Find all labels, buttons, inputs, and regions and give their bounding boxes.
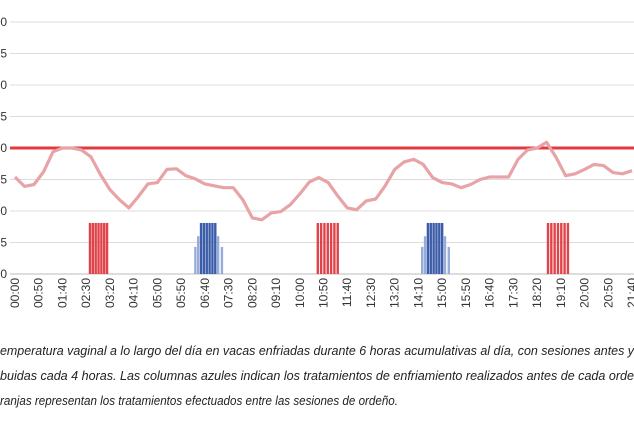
treatment-bar [211, 222, 214, 274]
x-tick-label: 10:00 [293, 278, 307, 308]
y-tick-label: 41,0 [0, 15, 7, 29]
treatment-bar [208, 222, 211, 274]
treatment-bar [550, 222, 553, 274]
x-tick-label: 20:00 [578, 278, 592, 308]
treatment-bar [202, 222, 206, 274]
treatment-bar [421, 246, 424, 274]
x-tick-label: 13:20 [388, 278, 402, 308]
x-tick-label: 00:50 [32, 278, 46, 308]
x-tick-label: 09:10 [269, 278, 283, 308]
x-tick-label: 04:10 [127, 278, 141, 308]
caption-line: ranjas representan los tratamientos efec… [0, 393, 398, 408]
x-tick-label: 07:30 [222, 278, 236, 308]
x-tick-label: 19:10 [554, 278, 568, 308]
caption-line: emperatura vaginal a lo largo del día en… [0, 343, 634, 358]
treatment-bar [199, 222, 203, 274]
treatment-bar [556, 222, 560, 274]
treatment-bar [563, 222, 566, 274]
treatment-bar [194, 246, 197, 274]
treatment-bar [432, 222, 435, 274]
x-tick-label: 05:50 [174, 278, 188, 308]
treatment-bar [435, 222, 438, 274]
y-tick-label: 38,0 [0, 204, 7, 218]
x-tick-label: 01:40 [55, 278, 69, 308]
treatment-bar [438, 222, 441, 274]
treatment-bar [316, 222, 320, 274]
treatment-bar [329, 222, 333, 274]
treatment-bar [100, 222, 103, 274]
x-tick-label: 17:30 [506, 278, 520, 308]
x-tick-label: 06:40 [198, 278, 212, 308]
x-tick-label: 18:20 [530, 278, 544, 308]
treatment-bar [220, 246, 224, 274]
treatment-bar [423, 236, 427, 274]
treatment-bar [440, 222, 444, 274]
treatment-bar [447, 246, 450, 274]
x-tick-label: 21:40 [625, 278, 634, 308]
temperature-line [13, 140, 633, 222]
y-tick-label: 39,5 [0, 110, 7, 124]
x-tick-label: 15:00 [435, 278, 449, 308]
treatment-bar [336, 222, 339, 274]
treatment-bar [216, 236, 220, 274]
x-tick-label: 03:20 [103, 278, 117, 308]
treatment-bar [429, 222, 432, 274]
treatment-bar [205, 222, 208, 274]
y-tick-label: 40,0 [0, 78, 7, 92]
treatment-bar [560, 222, 563, 274]
treatment-bar [97, 222, 100, 274]
x-tick-label: 08:20 [245, 278, 259, 308]
treatment-bar [197, 236, 200, 274]
x-tick-label: 14:10 [411, 278, 425, 308]
x-tick-label: 16:40 [483, 278, 497, 308]
treatment-bar [103, 222, 106, 274]
y-tick-label: 40,5 [0, 47, 7, 61]
treatment-bar [94, 222, 97, 274]
x-tick-label: 02:30 [79, 278, 93, 308]
x-tick-label: 15:50 [459, 278, 473, 308]
x-tick-label: 20:50 [601, 278, 615, 308]
y-tick-label: 37,0 [0, 267, 7, 281]
y-tick-label: 37,5 [0, 236, 7, 250]
treatment-bar [566, 222, 570, 274]
treatment-bar [323, 222, 326, 274]
x-tick-label: 12:30 [364, 278, 378, 308]
treatment-bar [319, 222, 323, 274]
x-tick-label: 11:40 [340, 278, 354, 307]
treatment-bar [88, 222, 92, 274]
treatment-bar [333, 222, 336, 274]
caption-line: buidas cada 4 horas. Las columnas azules… [0, 368, 634, 383]
treatment-bar [546, 222, 550, 274]
treatment-bar [426, 222, 430, 274]
x-tick-label: 00:00 [8, 278, 22, 308]
treatment-bar [553, 222, 556, 274]
y-tick-label: 39,0 [0, 141, 7, 155]
y-tick-label: 38,5 [0, 173, 7, 187]
treatment-bar [105, 222, 109, 274]
treatment-bar [214, 222, 217, 274]
x-tick-label: 10:50 [317, 278, 331, 308]
treatment-bar [326, 222, 329, 274]
x-tick-label: 05:00 [150, 278, 164, 308]
treatment-bar [91, 222, 95, 274]
treatment-bar [443, 236, 447, 274]
